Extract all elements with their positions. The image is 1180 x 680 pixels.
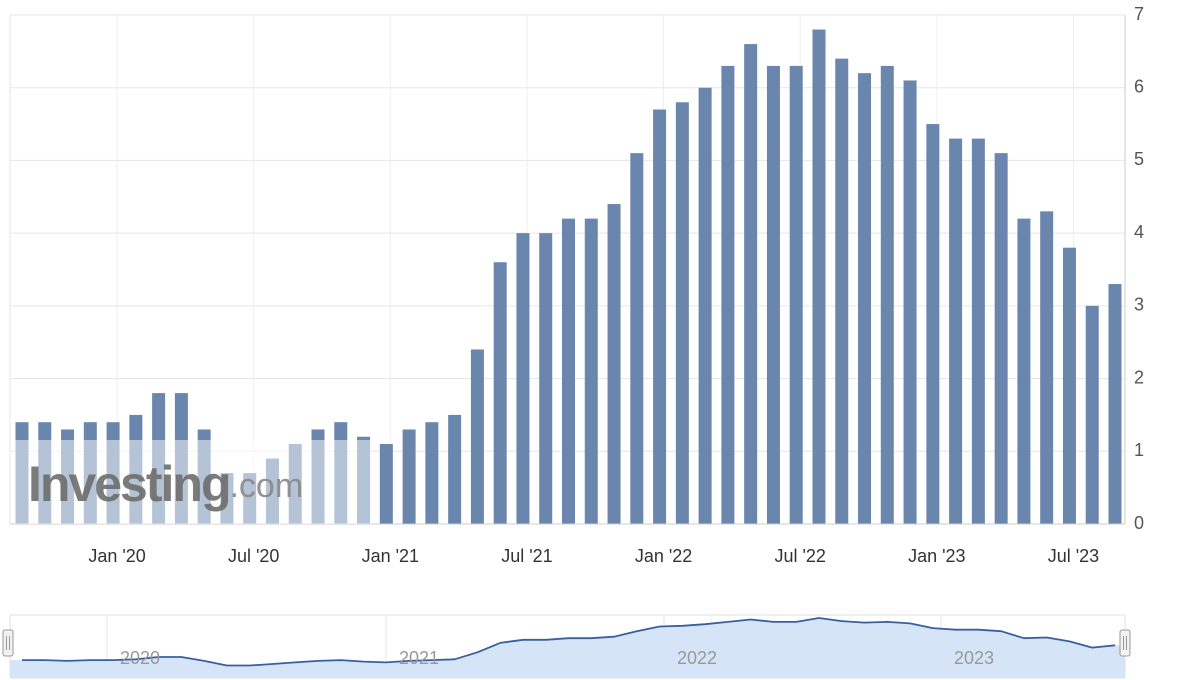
bar: [926, 124, 940, 525]
y-tick-label: 5: [1134, 149, 1144, 169]
bar: [470, 349, 484, 524]
bar: [630, 153, 644, 524]
bar: [379, 444, 393, 524]
x-tick-label: Jul '23: [1048, 546, 1099, 566]
x-tick-label: Jan '23: [908, 546, 965, 566]
x-tick-label: Jan '21: [362, 546, 419, 566]
bar: [493, 262, 507, 524]
navigator-handle: [2, 629, 14, 657]
y-tick-label: 1: [1134, 440, 1144, 460]
bar: [425, 422, 439, 524]
bar: [675, 102, 689, 524]
navigator-label: 2021: [399, 648, 439, 668]
navigator-line: [22, 617, 1116, 667]
bar: [949, 138, 963, 524]
bar: [1062, 247, 1076, 524]
watermark: Investing.com: [28, 456, 303, 512]
watermark-suffix: .com: [229, 467, 303, 505]
bar: [653, 109, 667, 525]
bar: [766, 65, 780, 525]
x-tick-label: Jul '22: [774, 546, 825, 566]
bar: [721, 65, 735, 525]
bar: [1040, 211, 1054, 525]
watermark-main: Investing: [28, 456, 229, 512]
navigator-label: 2023: [954, 648, 994, 668]
x-tick-label: Jul '20: [228, 546, 279, 566]
bar: [903, 80, 917, 524]
bar: [607, 204, 621, 525]
watermark-overlay: [14, 440, 372, 524]
bar: [698, 87, 712, 524]
bar: [1108, 284, 1122, 524]
y-tick-label: 0: [1134, 513, 1144, 533]
bar: [789, 65, 803, 525]
bar: [812, 29, 826, 525]
bar: [835, 58, 849, 524]
y-tick-label: 2: [1134, 367, 1144, 387]
bar: [448, 414, 462, 524]
bar: [744, 44, 758, 524]
bar: [994, 153, 1008, 524]
navigator-label: 2020: [120, 648, 160, 668]
y-tick-label: 4: [1134, 222, 1144, 242]
x-tick-label: Jan '22: [635, 546, 692, 566]
bar: [584, 218, 598, 524]
bar: [880, 65, 894, 525]
bar: [971, 138, 985, 524]
navigator-label: 2022: [677, 648, 717, 668]
bar: [858, 73, 872, 525]
bar: [402, 429, 416, 524]
x-tick-label: Jan '20: [88, 546, 145, 566]
bar: [539, 233, 553, 524]
y-tick-label: 6: [1134, 76, 1144, 96]
y-tick-label: 7: [1134, 4, 1144, 24]
x-tick-label: Jul '21: [501, 546, 552, 566]
bar: [1017, 218, 1031, 524]
bar: [516, 233, 530, 524]
bar: [1085, 305, 1099, 524]
bar: [562, 218, 575, 524]
y-tick-label: 3: [1134, 295, 1144, 315]
navigator-handle: [1119, 629, 1131, 657]
